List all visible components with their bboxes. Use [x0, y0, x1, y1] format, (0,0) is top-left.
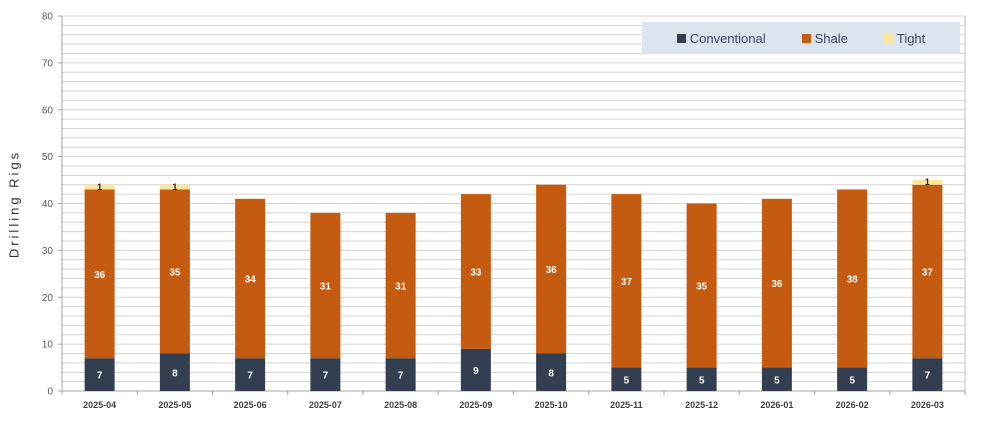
data-label: 1: [172, 182, 177, 192]
bar-segment-shale: [460, 194, 491, 349]
bar-segment-conventional: [611, 367, 642, 391]
y-tick-label: 60: [42, 105, 54, 116]
bar-segment-shale: [159, 189, 190, 354]
bar-segment-shale: [686, 203, 717, 368]
data-label: 35: [696, 282, 708, 293]
bar-segment-shale: [385, 212, 416, 359]
bar-segment-conventional: [310, 358, 341, 391]
bar-segment-conventional: [235, 358, 266, 391]
legend: Conventional Shale Tight: [642, 22, 960, 54]
bar-segment-conventional: [761, 367, 792, 391]
data-label: 37: [621, 277, 633, 288]
bar-segment-conventional: [460, 348, 491, 391]
data-label: 5: [624, 375, 630, 386]
legend-label-tight: Tight: [896, 30, 926, 46]
bar-segment-conventional: [536, 353, 567, 391]
bar-segment-conventional: [159, 353, 190, 391]
data-label: 35: [169, 267, 181, 278]
data-label: 7: [398, 371, 404, 382]
bar-segment-shale: [310, 212, 341, 359]
data-label: 5: [849, 375, 855, 386]
bar-segment-tight: [84, 184, 115, 190]
y-tick-label: 30: [42, 246, 54, 257]
data-label: 9: [473, 366, 479, 377]
x-tick-label: 2026-03: [911, 400, 944, 410]
bar-segment-shale: [536, 184, 567, 354]
data-label: 36: [546, 265, 558, 276]
data-label: 8: [548, 368, 554, 379]
y-tick-label: 10: [42, 340, 54, 351]
x-tick-label: 2025-06: [234, 400, 267, 410]
data-label: 1: [97, 182, 102, 192]
data-label: 5: [699, 375, 705, 386]
data-label: 1: [925, 177, 930, 187]
x-tick-label: 2025-12: [685, 400, 718, 410]
data-label: 31: [395, 282, 407, 293]
data-label: 7: [323, 371, 329, 382]
bar-segment-shale: [84, 189, 115, 359]
bar-segment-tight: [912, 180, 943, 185]
y-tick-label: 0: [47, 387, 53, 398]
x-tick-label: 2025-08: [384, 400, 417, 410]
data-label: 38: [847, 275, 859, 286]
data-label: 5: [774, 375, 780, 386]
legend-label-conventional: Conventional: [689, 30, 766, 46]
bar-segment-conventional: [837, 367, 868, 391]
data-label: 7: [247, 371, 253, 382]
data-label: 36: [94, 270, 106, 281]
legend-swatch-shale: [801, 33, 811, 43]
data-label: 37: [922, 267, 934, 278]
bar-segment-conventional: [686, 367, 717, 391]
legend-item-conventional: Conventional: [676, 30, 766, 46]
bar-segment-shale: [235, 198, 266, 359]
x-tick-label: 2025-04: [83, 400, 116, 410]
bar-segment-conventional: [385, 358, 416, 391]
data-label: 31: [320, 282, 332, 293]
data-label: 7: [97, 371, 103, 382]
x-tick-label: 2025-05: [158, 400, 191, 410]
x-tick-label: 2025-07: [309, 400, 342, 410]
legend-item-shale: Shale: [801, 30, 848, 46]
x-tick-label: 2025-09: [459, 400, 492, 410]
legend-swatch-conventional: [676, 33, 686, 43]
x-tick-label: 2025-11: [610, 400, 643, 410]
legend-item-tight: Tight: [883, 30, 926, 46]
bar-segment-tight: [159, 184, 190, 190]
data-label: 7: [925, 371, 931, 382]
bar-segment-shale: [611, 194, 642, 368]
bar-segment-shale: [837, 189, 868, 368]
y-axis-label: Drilling Rigs: [6, 149, 22, 259]
y-tick-label: 80: [42, 12, 54, 23]
data-label: 36: [771, 279, 783, 290]
legend-label-shale: Shale: [814, 30, 848, 46]
bar-segment-conventional: [912, 358, 943, 391]
bar-segment-shale: [912, 184, 943, 359]
x-tick-label: 2025-10: [535, 400, 568, 410]
y-tick-label: 20: [42, 293, 54, 304]
data-label: 34: [245, 275, 257, 286]
x-tick-label: 2026-01: [760, 400, 793, 410]
legend-swatch-tight: [883, 33, 893, 43]
x-tick-label: 2026-02: [836, 400, 869, 410]
bar-segment-shale: [761, 198, 792, 368]
y-tick-label: 70: [42, 58, 54, 69]
y-tick-label: 40: [42, 199, 54, 210]
y-tick-label: 50: [42, 152, 54, 163]
data-label: 8: [172, 368, 178, 379]
data-label: 33: [470, 267, 482, 278]
bar-segment-conventional: [84, 358, 115, 391]
